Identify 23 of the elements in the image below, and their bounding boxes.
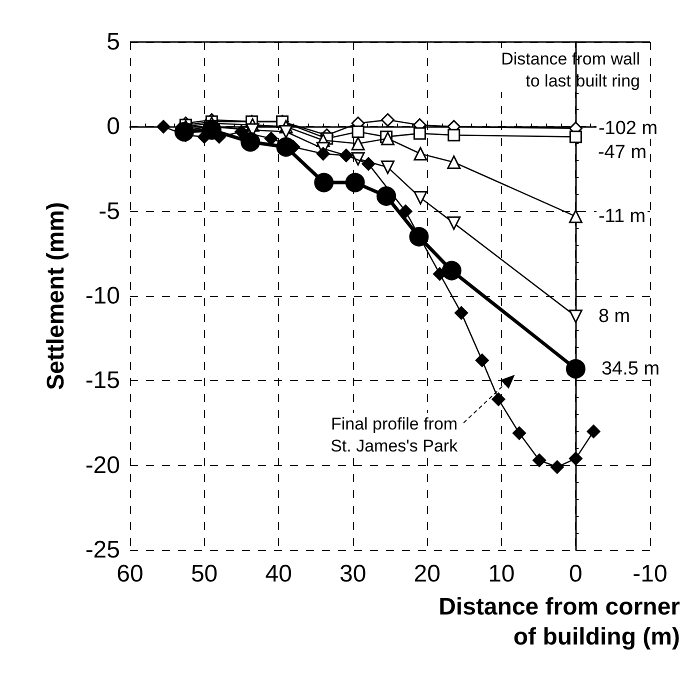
y-tick-label: -15 bbox=[85, 367, 120, 394]
y-axis-title: Settlement (mm) bbox=[42, 202, 70, 390]
x-tick-label: -10 bbox=[632, 560, 668, 588]
y-tick-label: -10 bbox=[85, 282, 120, 310]
y-tick-label: -20 bbox=[85, 452, 120, 479]
legend-label: 34.5 m bbox=[601, 358, 660, 380]
legend-label: -102 m bbox=[598, 118, 658, 139]
y-tick-label: 0 bbox=[106, 113, 120, 140]
x-tick-label: 60 bbox=[116, 560, 144, 588]
x-tick-label: 40 bbox=[265, 560, 292, 588]
y-tick-label: -25 bbox=[85, 536, 120, 564]
legend-label: -47 m bbox=[598, 142, 647, 163]
y-tick-label: 5 bbox=[106, 28, 120, 56]
x-tick-label: 30 bbox=[340, 560, 366, 588]
x-tick-label: 20 bbox=[414, 560, 440, 588]
x-axis-title: Distance from corner of building (m) bbox=[438, 594, 680, 650]
series-label: 8 m bbox=[598, 306, 630, 327]
x-tick-label: 0 bbox=[569, 560, 582, 588]
y-tick-label: -5 bbox=[98, 198, 120, 225]
x-tick-label: 10 bbox=[488, 560, 515, 588]
annotation: Final profile from St. James's Park bbox=[330, 414, 458, 456]
x-tick-label: 50 bbox=[190, 560, 218, 588]
legend-label: -11 m bbox=[598, 206, 646, 227]
